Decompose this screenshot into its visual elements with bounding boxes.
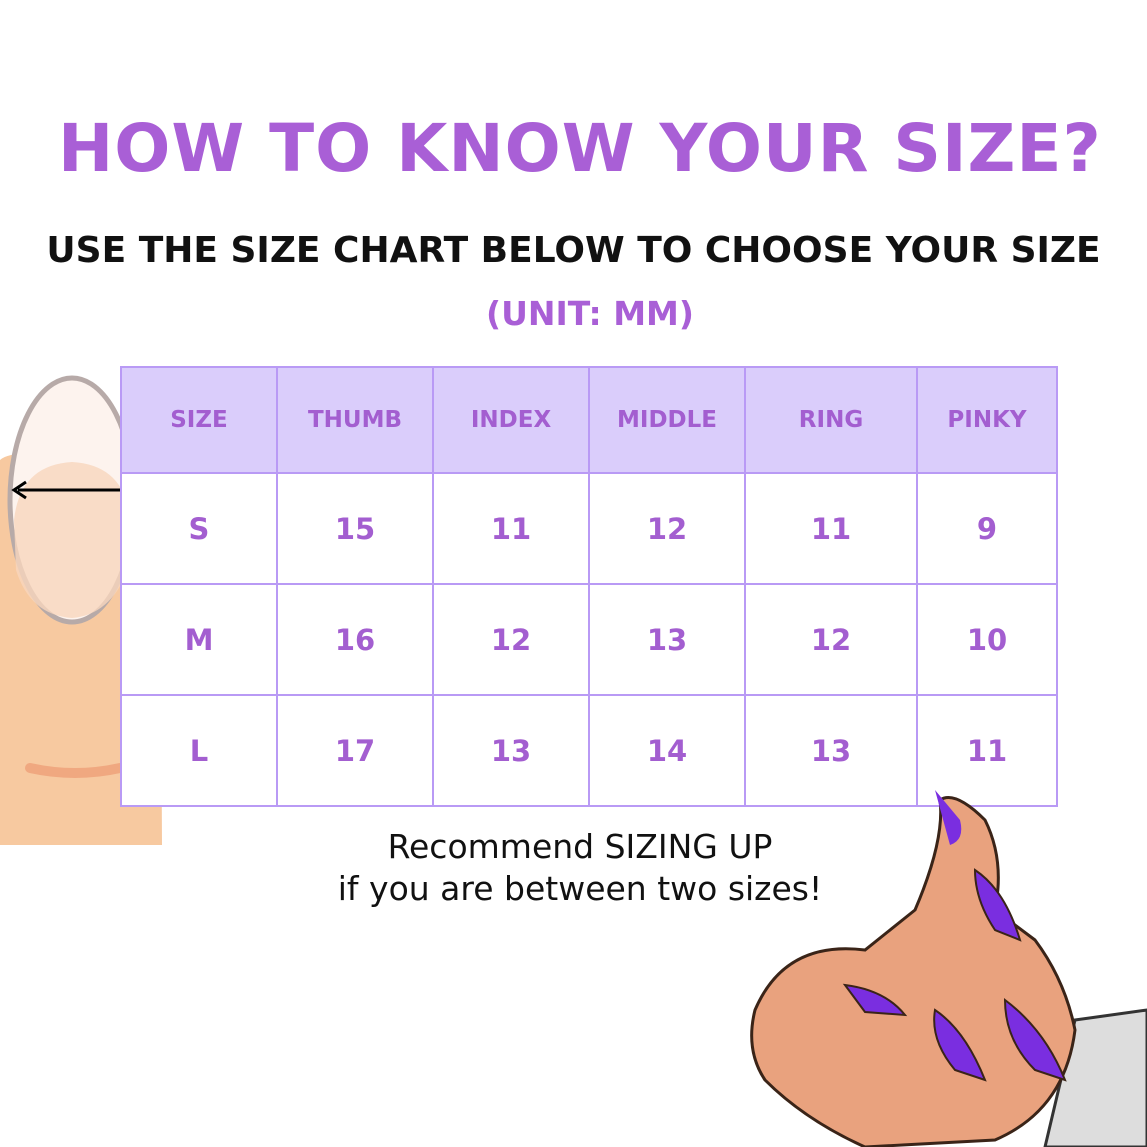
table-header-row: SIZE THUMB INDEX MIDDLE RING PINKY — [120, 366, 1058, 474]
cell: 11 — [432, 472, 590, 585]
unit-label: (UNIT: MM) — [486, 294, 694, 333]
header-ring: RING — [744, 366, 918, 474]
cell: S — [120, 472, 278, 585]
cell: 12 — [588, 472, 746, 585]
note-line-1: Recommend SIZING UP — [387, 827, 773, 866]
page-title: HOW TO KNOW YOUR SIZE? — [58, 110, 1102, 187]
table-row: M 16 12 13 12 10 — [120, 583, 1058, 696]
cell: 15 — [276, 472, 434, 585]
cell: 13 — [744, 694, 918, 807]
subtitle: USE THE SIZE CHART BELOW TO CHOOSE YOUR … — [46, 230, 1101, 271]
header-index: INDEX — [432, 366, 590, 474]
table-row: S 15 11 12 11 9 — [120, 472, 1058, 585]
header-middle: MIDDLE — [588, 366, 746, 474]
cell: 9 — [916, 472, 1058, 585]
cell: L — [120, 694, 278, 807]
sizing-note: Recommend SIZING UP if you are between t… — [330, 826, 830, 910]
note-line-2: if you are between two sizes! — [337, 869, 823, 908]
hand-illustration — [750, 790, 1147, 1147]
cell: 17 — [276, 694, 434, 807]
cell: 11 — [744, 472, 918, 585]
cell: 16 — [276, 583, 434, 696]
cell: M — [120, 583, 278, 696]
header-thumb: THUMB — [276, 366, 434, 474]
table-row: L 17 13 14 13 11 — [120, 694, 1058, 807]
cell: 13 — [432, 694, 590, 807]
cell: 12 — [432, 583, 590, 696]
header-size: SIZE — [120, 366, 278, 474]
cell: 12 — [744, 583, 918, 696]
size-chart-table: SIZE THUMB INDEX MIDDLE RING PINKY S 15 … — [120, 366, 1058, 807]
cell: 13 — [588, 583, 746, 696]
cell: 14 — [588, 694, 746, 807]
cell: 10 — [916, 583, 1058, 696]
cell: 11 — [916, 694, 1058, 807]
header-pinky: PINKY — [916, 366, 1058, 474]
